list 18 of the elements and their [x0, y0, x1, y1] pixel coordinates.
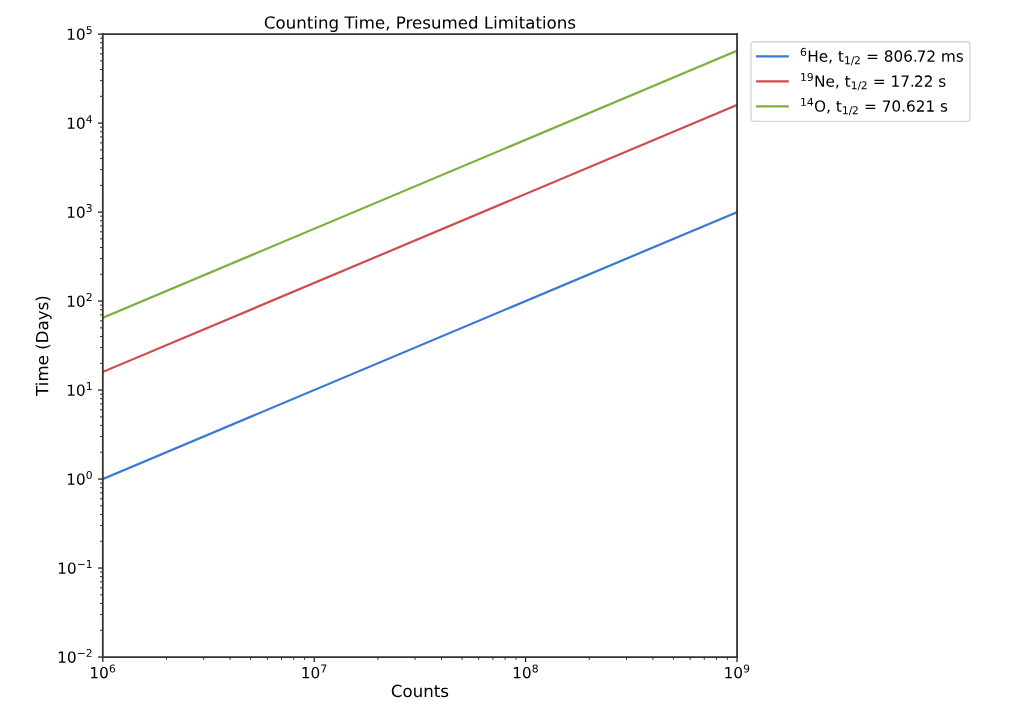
- y-axis-title: Time (Days): [35, 296, 52, 396]
- y-tick-label: 10$^{−1}$: [58, 560, 92, 574]
- y-tick-label: 10$^{−2}$: [58, 648, 92, 663]
- x-tick-label: 10$^{9}$: [725, 664, 750, 679]
- x-axis-title: Counts: [391, 684, 449, 698]
- x-tick-label: 10$^{7}$: [302, 664, 327, 679]
- legend-label: $^{14}$O, t$_{1/2}$ = 70.621 s: [801, 97, 948, 116]
- y-tick-label: 10$^{2}$: [67, 292, 92, 307]
- legend-label: $^{6}$He, t$_{1/2}$ = 806.72 ms: [800, 47, 963, 66]
- x-tick-label: 10$^{8}$: [513, 664, 538, 679]
- y-tick-label: 10$^{5}$: [67, 26, 92, 41]
- y-tick-label: 10$^{3}$: [67, 204, 92, 218]
- y-tick-label: 10$^{0}$: [67, 470, 92, 485]
- chart-title: Counting Time, Presumed Limitations: [264, 15, 576, 33]
- y-tick-label: 10$^{1}$: [67, 382, 92, 396]
- y-tick-label: 10$^{4}$: [67, 115, 92, 130]
- x-tick-label: 10$^{6}$: [91, 664, 116, 679]
- legend-label: $^{19}$Ne, t$_{1/2}$ = 17.22 s: [801, 72, 946, 91]
